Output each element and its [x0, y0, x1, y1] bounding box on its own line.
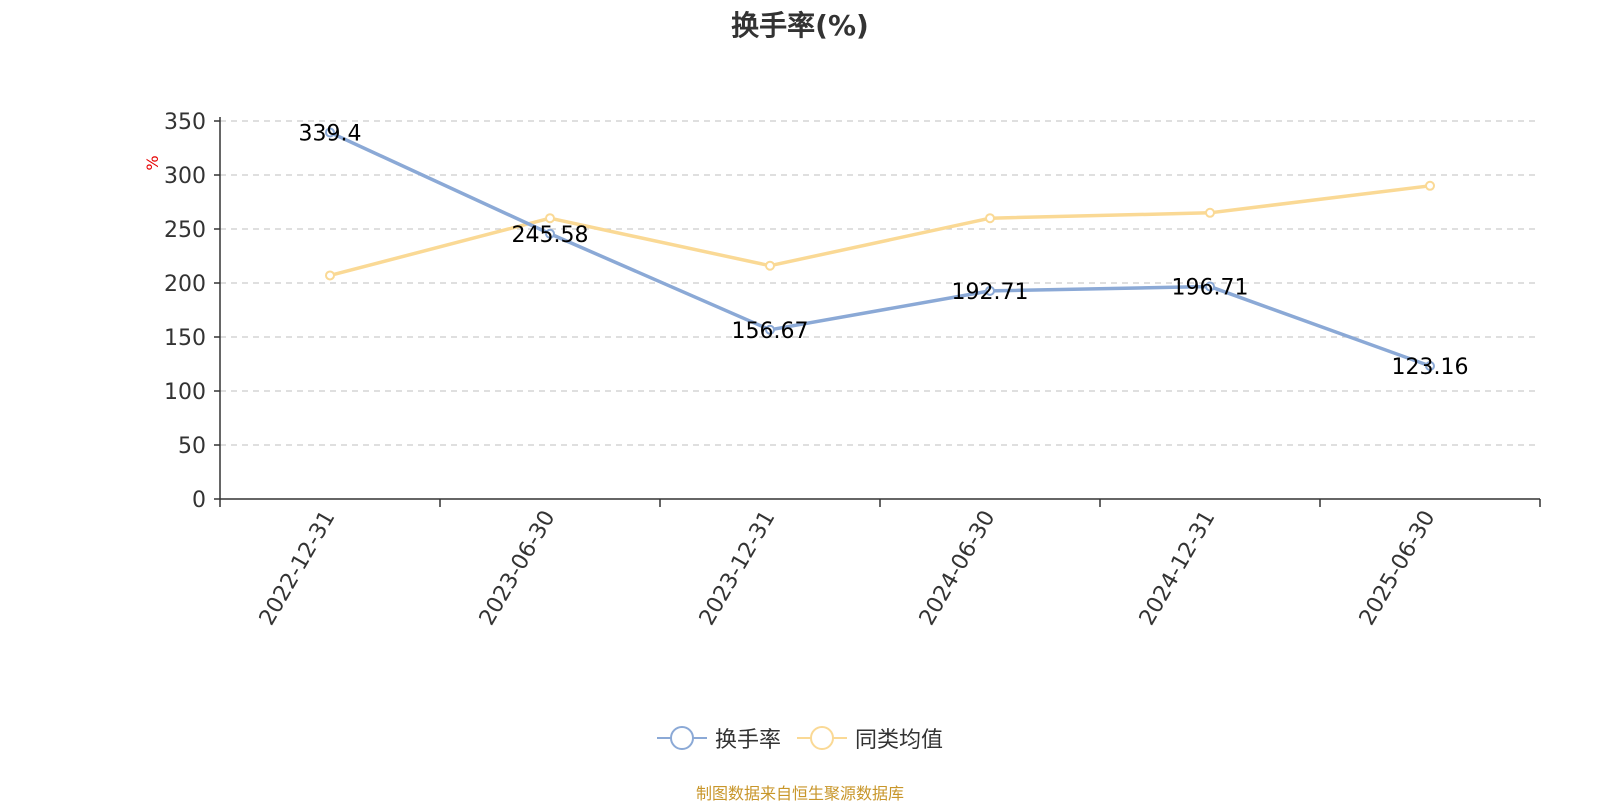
legend-marker-turnover-icon: [656, 726, 707, 750]
series-line-0: [329, 130, 1431, 368]
legend-marker-peer-average-icon: [797, 726, 847, 750]
y-tick-label: 0: [192, 488, 206, 513]
legend-item-turnover[interactable]: 换手率: [656, 722, 781, 754]
data-source-note: 制图数据来自恒生聚源数据库: [695, 784, 904, 803]
data-point[interactable]: [1425, 360, 1435, 371]
legend-label-turnover: 换手率: [714, 728, 781, 753]
y-tick-label: 100: [164, 380, 206, 405]
data-point[interactable]: [545, 228, 555, 239]
data-labels: 339.4 245.58 156.67 192.71 196.71 123.16: [299, 121, 1469, 380]
data-point[interactable]: [1425, 180, 1435, 191]
data-point[interactable]: [325, 127, 335, 138]
data-label: 156.67: [732, 319, 809, 344]
data-label: 123.16: [1392, 355, 1469, 380]
data-label: 245.58: [512, 223, 589, 248]
chart-title: 换手率(%): [731, 9, 869, 42]
y-tick-label: 200: [164, 272, 206, 297]
y-tick-labels: 0 50 100 150 200 250 300 350: [164, 110, 206, 513]
data-label: 196.71: [1172, 276, 1249, 301]
data-point[interactable]: [985, 285, 995, 296]
x-tick-label: 2023-12-31: [695, 507, 781, 630]
y-tick-label: 350: [164, 110, 206, 135]
data-label: 192.71: [952, 280, 1029, 305]
y-tick-label: 50: [178, 434, 206, 459]
data-point[interactable]: [765, 324, 775, 335]
x-tick-label: 2022-12-31: [255, 507, 341, 630]
data-label: 339.4: [299, 121, 362, 146]
legend-label-peer-average: 同类均值: [855, 728, 944, 753]
x-tick-label: 2023-06-30: [475, 507, 561, 630]
y-axis-unit-label: %: [143, 155, 162, 170]
series-line-1: [329, 184, 1431, 278]
y-tick-label: 250: [164, 218, 206, 243]
legend: 换手率 同类均值: [0, 722, 1600, 754]
y-tick-label: 150: [164, 326, 206, 351]
x-tick-label: 2025-06-30: [1355, 507, 1441, 630]
x-tick-label: 2024-06-30: [915, 507, 1001, 630]
axes: [214, 117, 1541, 507]
data-point[interactable]: [985, 213, 995, 224]
data-point[interactable]: [765, 260, 775, 271]
y-tick-label: 300: [164, 164, 206, 189]
data-point[interactable]: [1205, 207, 1215, 218]
series-lines: [325, 127, 1435, 371]
data-point[interactable]: [325, 270, 335, 281]
x-tick-labels: 2022-12-31 2023-06-30 2023-12-31 2024-06-30…: [255, 507, 1441, 630]
legend-item-peer-average[interactable]: 同类均值: [797, 722, 943, 754]
x-tick-label: 2024-12-31: [1135, 507, 1221, 630]
data-point[interactable]: [1205, 281, 1215, 292]
grid-lines: [220, 120, 1540, 446]
line-chart: 0 50 100 150 200 250 300 350 2022-12-31 2023-06-…: [143, 110, 1541, 630]
data-point[interactable]: [545, 213, 555, 224]
